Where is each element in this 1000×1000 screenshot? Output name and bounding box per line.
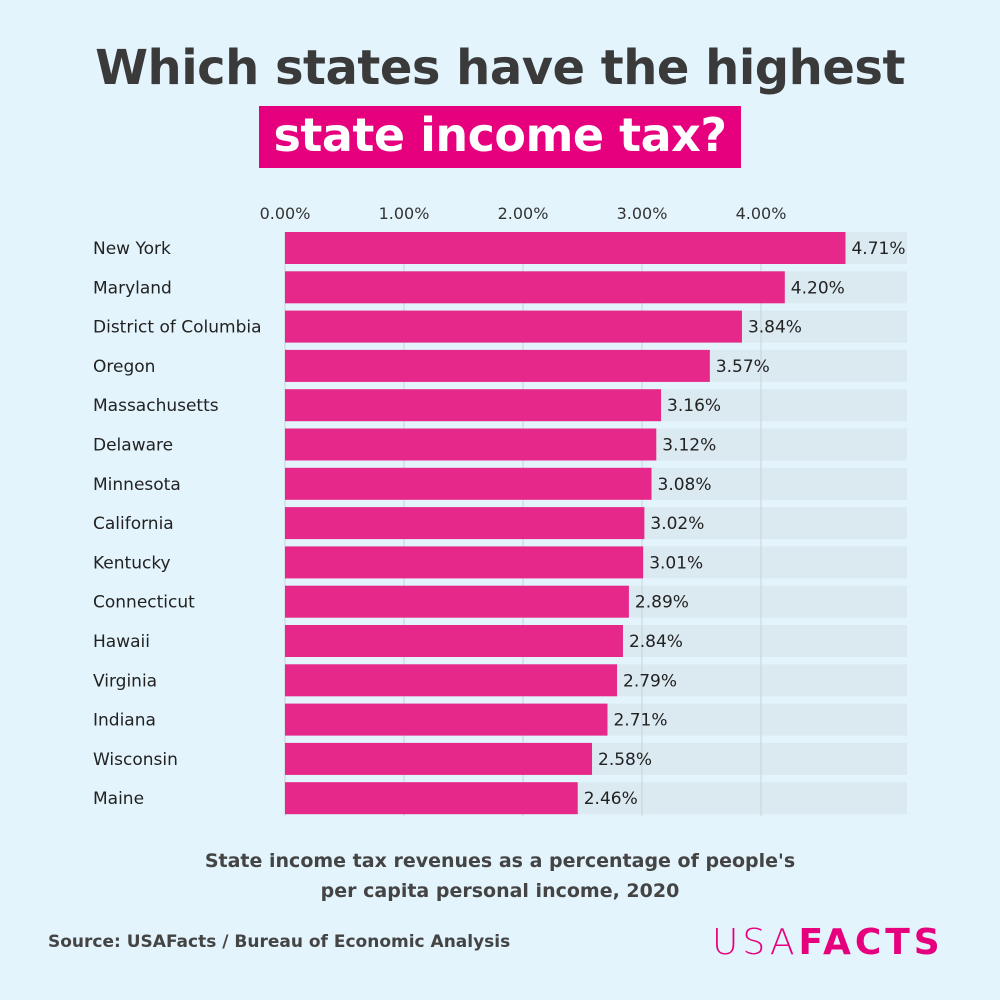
category-label: Hawaii xyxy=(93,632,150,652)
category-label: Massachusetts xyxy=(93,396,219,416)
data-label: 3.57% xyxy=(716,357,770,377)
bar xyxy=(285,742,593,775)
bar xyxy=(285,467,652,500)
x-tick-label: 3.00% xyxy=(617,204,668,223)
data-label: 2.84% xyxy=(629,632,683,652)
bar xyxy=(285,546,644,579)
data-label: 3.01% xyxy=(649,553,703,573)
category-label: Oregon xyxy=(93,357,155,377)
chart-caption: State income tax revenues as a percentag… xyxy=(0,846,1000,906)
x-tick-label: 1.00% xyxy=(379,204,430,223)
chart-title-line1: Which states have the highest xyxy=(95,40,905,96)
bar xyxy=(285,232,846,264)
x-tick-label: 0.00% xyxy=(260,204,311,223)
bar xyxy=(285,389,662,422)
caption-line2: per capita personal income, 2020 xyxy=(320,880,680,902)
category-label: Delaware xyxy=(93,436,173,456)
data-label: 3.84% xyxy=(748,318,802,338)
bar xyxy=(285,625,623,657)
data-label: 3.08% xyxy=(658,475,712,495)
usafacts-logo: USAFACTS xyxy=(712,922,944,963)
data-label: 3.12% xyxy=(662,436,716,456)
category-label: Virginia xyxy=(93,671,157,691)
category-label: Indiana xyxy=(93,711,156,731)
data-label: 2.46% xyxy=(584,789,638,809)
data-label: 3.16% xyxy=(667,396,721,416)
x-tick-label: 4.00% xyxy=(736,204,787,223)
bar xyxy=(285,703,608,736)
data-label: 2.58% xyxy=(598,750,652,770)
chart-title-highlight: state income tax? xyxy=(259,106,741,168)
data-label: 2.79% xyxy=(623,671,677,691)
category-label: Maryland xyxy=(93,278,172,298)
bar xyxy=(285,664,618,697)
caption-line1: State income tax revenues as a percentag… xyxy=(204,850,796,872)
category-label: District of Columbia xyxy=(93,318,262,338)
data-label: 2.71% xyxy=(613,711,667,731)
data-label: 3.02% xyxy=(650,514,704,534)
category-label: Kentucky xyxy=(93,553,171,573)
bar xyxy=(285,349,710,382)
x-tick-label: 2.00% xyxy=(498,204,549,223)
bar xyxy=(285,428,657,461)
bar xyxy=(285,310,742,343)
bar xyxy=(285,507,645,540)
bar xyxy=(285,782,578,815)
data-label: 2.89% xyxy=(635,593,689,613)
category-label: Maine xyxy=(93,789,144,809)
data-label: 4.71% xyxy=(851,239,905,259)
category-label: California xyxy=(93,514,174,534)
bar xyxy=(285,271,785,304)
category-label: Connecticut xyxy=(93,593,195,613)
bar xyxy=(285,585,629,618)
category-label: New York xyxy=(93,239,171,259)
category-label: Wisconsin xyxy=(93,750,178,770)
source-note: Source: USAFacts / Bureau of Economic An… xyxy=(48,932,511,952)
category-label: Minnesota xyxy=(93,475,181,495)
data-label: 4.20% xyxy=(791,278,845,298)
